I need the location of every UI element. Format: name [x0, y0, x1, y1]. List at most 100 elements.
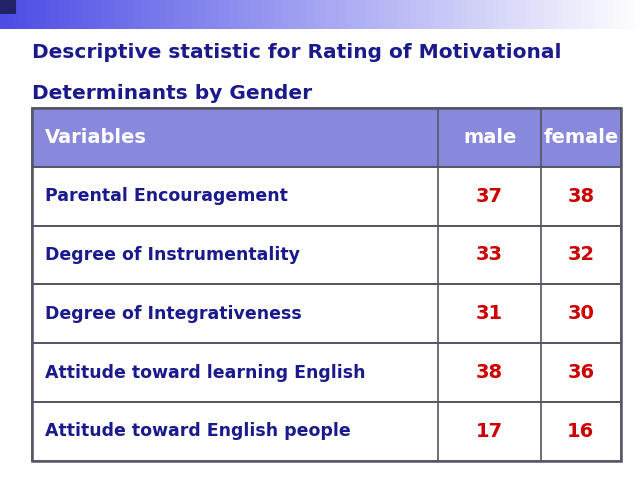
- Text: female: female: [543, 128, 618, 147]
- Bar: [256, 0, 262, 29]
- Bar: [32, 108, 621, 167]
- Bar: [282, 0, 288, 29]
- Bar: [480, 0, 486, 29]
- Bar: [570, 0, 576, 29]
- Bar: [32, 284, 621, 343]
- Bar: [346, 0, 352, 29]
- Bar: [250, 0, 256, 29]
- Bar: [230, 0, 237, 29]
- Bar: [474, 0, 480, 29]
- Bar: [320, 0, 326, 29]
- Bar: [602, 0, 608, 29]
- Bar: [134, 0, 141, 29]
- Bar: [326, 0, 333, 29]
- Bar: [486, 0, 493, 29]
- Bar: [538, 0, 544, 29]
- Bar: [128, 0, 134, 29]
- Bar: [518, 0, 525, 29]
- Bar: [634, 0, 640, 29]
- Bar: [90, 0, 96, 29]
- Bar: [160, 0, 166, 29]
- Bar: [173, 0, 179, 29]
- Bar: [32, 402, 621, 461]
- Bar: [0, 0, 6, 29]
- Bar: [422, 0, 429, 29]
- Text: 31: 31: [476, 304, 503, 324]
- Bar: [499, 0, 506, 29]
- Bar: [467, 0, 474, 29]
- Bar: [6, 0, 13, 29]
- Bar: [26, 0, 32, 29]
- Bar: [512, 0, 518, 29]
- Bar: [51, 0, 58, 29]
- Text: 17: 17: [476, 422, 503, 441]
- Bar: [237, 0, 243, 29]
- Text: 37: 37: [476, 187, 503, 206]
- Bar: [186, 0, 192, 29]
- Bar: [243, 0, 250, 29]
- Text: Variables: Variables: [45, 128, 147, 147]
- Bar: [77, 0, 83, 29]
- Bar: [64, 0, 70, 29]
- Text: Attitude toward learning English: Attitude toward learning English: [45, 364, 365, 382]
- Bar: [544, 0, 550, 29]
- Bar: [0, 0, 16, 14]
- Bar: [275, 0, 282, 29]
- Bar: [557, 0, 563, 29]
- Bar: [32, 0, 38, 29]
- Bar: [333, 0, 339, 29]
- Bar: [147, 0, 154, 29]
- Bar: [384, 0, 390, 29]
- Bar: [288, 0, 294, 29]
- Bar: [563, 0, 570, 29]
- Bar: [461, 0, 467, 29]
- Bar: [218, 0, 224, 29]
- Bar: [115, 0, 122, 29]
- Text: Degree of Integrativeness: Degree of Integrativeness: [45, 305, 301, 323]
- Bar: [339, 0, 346, 29]
- Bar: [70, 0, 77, 29]
- Bar: [358, 0, 365, 29]
- Bar: [378, 0, 384, 29]
- Bar: [582, 0, 589, 29]
- Bar: [262, 0, 269, 29]
- Bar: [211, 0, 218, 29]
- Bar: [301, 0, 307, 29]
- Bar: [19, 0, 26, 29]
- Bar: [576, 0, 582, 29]
- Bar: [525, 0, 531, 29]
- Text: 16: 16: [567, 422, 595, 441]
- Bar: [493, 0, 499, 29]
- Bar: [45, 0, 51, 29]
- Bar: [352, 0, 358, 29]
- Text: male: male: [463, 128, 516, 147]
- Bar: [621, 0, 627, 29]
- Bar: [32, 226, 621, 284]
- Bar: [141, 0, 147, 29]
- Bar: [429, 0, 435, 29]
- Bar: [365, 0, 371, 29]
- Bar: [32, 108, 621, 461]
- Bar: [442, 0, 448, 29]
- Bar: [403, 0, 410, 29]
- Text: 36: 36: [567, 363, 595, 382]
- Bar: [154, 0, 160, 29]
- Bar: [166, 0, 173, 29]
- Bar: [307, 0, 314, 29]
- Text: Degree of Instrumentality: Degree of Instrumentality: [45, 246, 300, 264]
- Bar: [58, 0, 64, 29]
- Bar: [550, 0, 557, 29]
- Bar: [192, 0, 198, 29]
- Bar: [397, 0, 403, 29]
- Bar: [13, 0, 19, 29]
- Bar: [448, 0, 454, 29]
- Bar: [614, 0, 621, 29]
- Bar: [109, 0, 115, 29]
- Bar: [416, 0, 422, 29]
- Bar: [269, 0, 275, 29]
- Text: 32: 32: [567, 245, 595, 264]
- Bar: [627, 0, 634, 29]
- Bar: [102, 0, 109, 29]
- Bar: [96, 0, 102, 29]
- Bar: [531, 0, 538, 29]
